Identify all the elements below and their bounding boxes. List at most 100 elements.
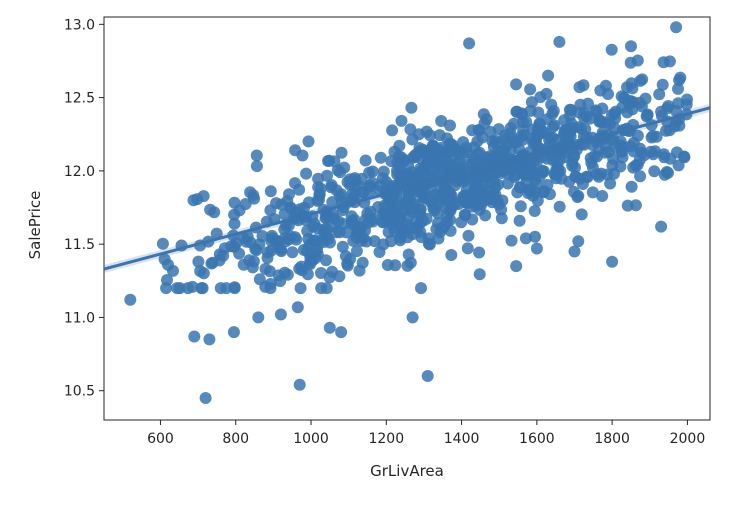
data-point [462,229,475,242]
data-point [186,280,199,293]
data-point [228,282,241,295]
x-tick-label: 600 [147,431,174,447]
data-point [423,238,436,251]
data-point [572,190,585,202]
x-tick-label: 1400 [444,431,480,447]
data-point [203,333,216,346]
data-point [333,270,346,283]
data-point [304,256,316,269]
data-point [293,183,306,196]
data-point [596,190,609,202]
data-point [188,330,201,343]
x-axis-label: GrLivArea [370,462,444,480]
data-point [501,177,514,190]
data-point [335,146,348,159]
data-point [479,209,492,222]
x-tick-label: 800 [222,431,249,447]
data-point [514,200,527,213]
data-point [434,142,447,154]
data-point [531,194,544,207]
data-point [434,226,447,239]
data-point [627,145,640,158]
data-point [264,185,277,198]
data-point [550,172,563,185]
data-point [523,161,535,174]
data-point [286,246,299,259]
data-point [538,165,550,178]
data-point [517,124,530,137]
data-point [294,282,307,295]
data-point [568,245,581,258]
x-tick-label: 1000 [293,431,329,447]
data-point [194,265,207,278]
data-point [655,105,668,118]
data-point [293,378,306,391]
data-point [199,392,212,404]
data-point [248,192,261,205]
data-point [456,147,469,160]
data-point [447,160,460,173]
data-point [566,159,579,172]
data-point [516,133,529,146]
data-point [440,215,453,228]
data-point [674,71,687,84]
data-point [663,55,676,68]
data-point [577,79,590,92]
x-tick-label: 1200 [368,431,404,447]
data-point [504,144,517,157]
data-point [586,186,599,199]
data-point [386,124,399,137]
data-point [649,145,662,158]
data-point [621,81,633,94]
data-point [334,166,347,179]
data-point [377,165,390,178]
data-point [256,230,269,243]
data-point [467,185,480,198]
data-point [161,274,173,286]
data-point [406,311,419,324]
data-point [513,214,526,227]
data-point [421,370,434,382]
data-point [528,205,541,217]
data-point [250,160,263,173]
data-point [658,151,671,164]
data-point [615,90,628,103]
regression-line-group [104,103,710,274]
data-point [283,233,296,246]
data-point [313,188,326,201]
data-point [525,96,538,109]
data-point [519,232,532,245]
data-point [192,255,205,268]
data-point [230,237,243,250]
data-point [418,187,431,200]
data-point [575,208,588,221]
data-point [583,112,596,125]
y-axis-label: SalePrice [26,191,44,260]
data-point [524,83,537,96]
data-point [542,69,555,82]
data-point [529,230,541,243]
data-point [350,245,363,258]
data-point [510,78,523,91]
data-point [337,217,350,230]
data-point [322,155,335,167]
data-point [650,130,663,143]
data-point [366,165,379,178]
data-point [173,282,186,295]
data-point [240,235,253,248]
data-point [660,166,673,178]
y-tick-label: 12.0 [64,164,95,180]
data-point [300,167,313,180]
data-point [445,249,458,261]
data-point [648,165,661,178]
y-tick-label: 11.0 [64,310,95,326]
data-point [458,208,471,221]
data-point [505,234,518,247]
data-point [250,149,263,162]
data-point [463,37,476,50]
data-point [363,186,376,199]
data-point [385,155,398,168]
data-point [404,256,417,269]
data-point [336,240,349,253]
data-point [393,139,406,152]
